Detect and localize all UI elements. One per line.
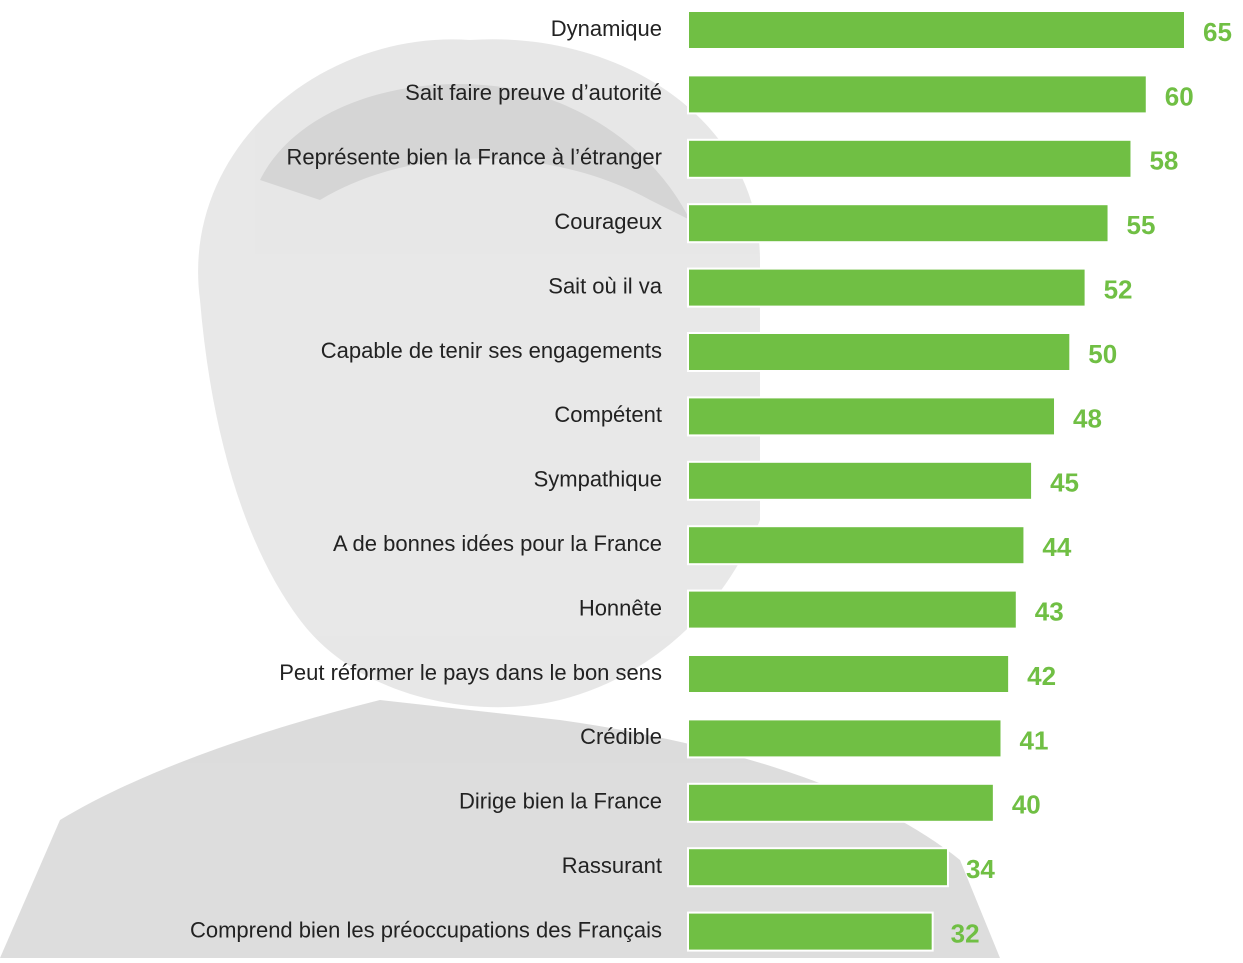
value-label: 34 (966, 854, 995, 884)
category-label: Courageux (554, 209, 662, 234)
bar (688, 719, 1001, 757)
category-label: Rassurant (562, 853, 662, 878)
bar (688, 591, 1017, 629)
bar (688, 75, 1147, 113)
category-label: Dirige bien la France (459, 789, 662, 814)
value-label: 60 (1165, 81, 1194, 111)
bar (688, 333, 1070, 371)
category-label: Honnête (579, 595, 662, 620)
value-label: 50 (1088, 339, 1117, 369)
value-label: 52 (1104, 274, 1133, 304)
value-label: 58 (1149, 146, 1178, 176)
category-label: Compétent (554, 402, 662, 427)
category-label: Sait où il va (548, 273, 662, 298)
bar (688, 526, 1024, 564)
category-label: Peut réformer le pays dans le bon sens (279, 660, 662, 685)
category-label: Représente bien la France à l’étranger (287, 145, 662, 170)
category-label: Sait faire preuve d’autorité (405, 80, 662, 105)
value-label: 48 (1073, 403, 1102, 433)
value-label: 43 (1035, 596, 1064, 626)
category-label: Crédible (580, 724, 662, 749)
bar (688, 11, 1185, 49)
category-label: Comprend bien les préoccupations des Fra… (190, 917, 662, 942)
category-label: Dynamique (551, 16, 662, 41)
category-label: Sympathique (534, 467, 662, 492)
bar (688, 848, 948, 886)
value-label: 40 (1012, 790, 1041, 820)
bar (688, 655, 1009, 693)
value-label: 55 (1127, 210, 1156, 240)
value-label: 45 (1050, 468, 1079, 498)
bar (688, 913, 933, 951)
value-label: 32 (951, 918, 980, 948)
bar (688, 462, 1032, 500)
value-label: 44 (1042, 532, 1071, 562)
bar (688, 784, 994, 822)
value-label: 42 (1027, 661, 1056, 691)
value-label: 41 (1019, 725, 1048, 755)
category-label: A de bonnes idées pour la France (333, 531, 662, 556)
bar (688, 204, 1109, 242)
bar (688, 140, 1131, 178)
bar (688, 269, 1086, 307)
bar (688, 397, 1055, 435)
page: Dynamique 65 Sait faire preuve d’autorité 6… (0, 0, 1243, 958)
category-label: Capable de tenir ses engagements (321, 338, 662, 363)
value-label: 65 (1203, 17, 1232, 47)
chart: Dynamique 65 Sait faire preuve d’autorité 6… (0, 0, 1243, 958)
